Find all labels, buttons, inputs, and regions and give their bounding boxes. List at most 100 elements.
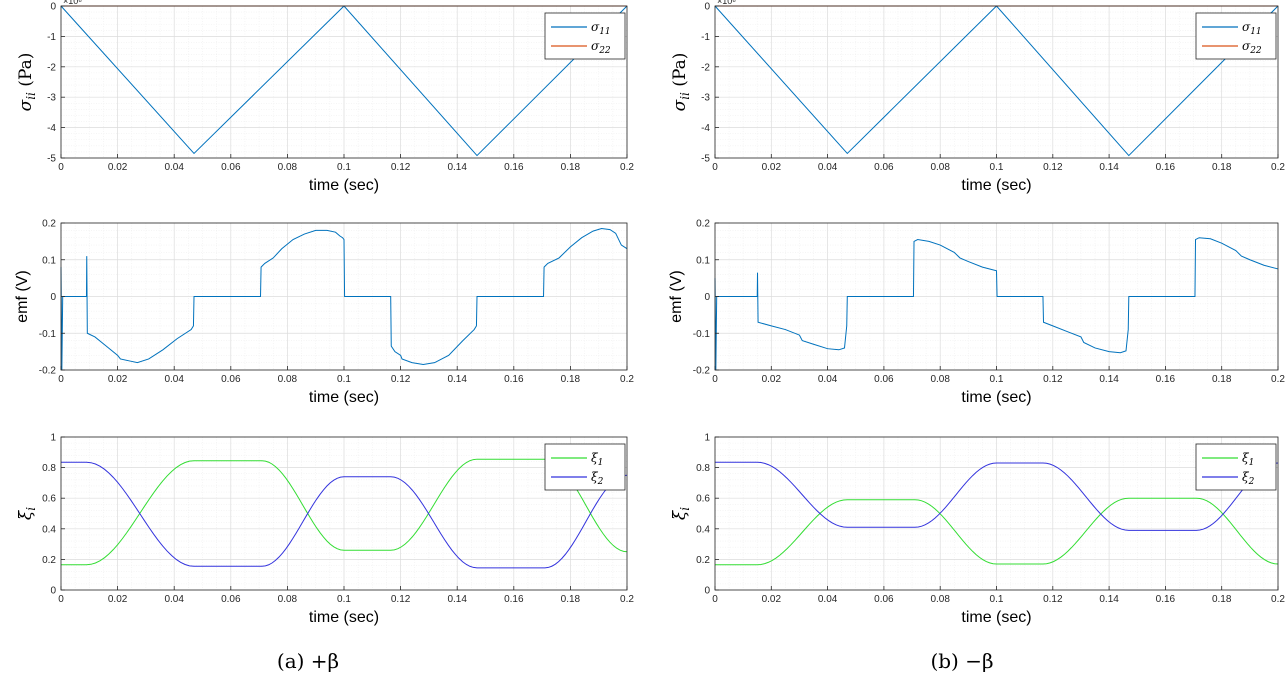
x-tick-label: 0.06 [874,594,894,605]
x-axis-label: time (sec) [961,389,1031,406]
y-tick-label: -4 [47,123,56,134]
x-tick-label: 0.08 [930,594,950,605]
legend-box [1195,443,1277,491]
x-axis-label: time (sec) [961,609,1031,626]
x-tick-label: 0.14 [1099,162,1119,173]
legend-box [1195,12,1277,60]
y-tick-label: 0.2 [696,219,710,230]
x-tick-label: 0.02 [108,594,128,605]
y-tick-label: 0.8 [42,463,56,474]
x-tick-label: 0.04 [818,162,838,173]
x-tick-label: 0.04 [818,374,838,385]
x-tick-label: 0.12 [1043,374,1063,385]
x-tick-label: 0.14 [447,374,467,385]
y-tick-label: -1 [47,32,56,43]
y-tick-label: -0.1 [39,329,57,340]
legend-label: ξ1 [1242,451,1254,468]
x-tick-label: 0.16 [1156,162,1176,173]
x-tick-label: 0 [712,594,718,605]
x-axis-label: time (sec) [309,609,379,626]
y-tick-label: -4 [701,123,710,134]
x-tick-label: 0.04 [164,374,184,385]
caption-b: (b) −β [930,649,993,673]
legend-label: σ22 [591,39,611,56]
series-line-ξ1 [715,497,1279,566]
x-tick-label: 0.06 [221,594,241,605]
x-tick-label: 0 [58,594,64,605]
y-tick-label: 0 [704,2,710,13]
y-tick-label: 0.4 [42,524,56,535]
x-tick-label: 0.12 [391,594,411,605]
x-tick-label: 0.08 [278,162,298,173]
y-axis-label: ξi [16,507,38,520]
y-exponent-label: ×10⁶ [717,0,736,6]
y-axis-label: emf (V) [14,270,31,322]
y-tick-label: -3 [701,93,710,104]
x-tick-label: 0.18 [561,162,581,173]
x-tick-label: 0.08 [278,594,298,605]
plot-area: 0 0.02 0.04 0.06 0.08 0.1 0.12 0.14 0.16 0.18 0.2 -… [14,0,1285,626]
series-line-ξ2 [61,461,628,569]
x-tick-label: 0.12 [391,162,411,173]
y-tick-label: 0 [704,292,710,303]
y-axis-label: emf (V) [668,270,685,322]
x-tick-label: 0.18 [1212,162,1232,173]
x-tick-label: 0.2 [1271,594,1285,605]
chart-b-emf: 0 0.02 0.04 0.06 0.08 0.1 0.12 0.14 0.16 0.18 0.2 -… [668,219,1285,407]
y-tick-label: 0 [50,292,56,303]
x-tick-label: 0.18 [561,594,581,605]
x-tick-label: 0.16 [504,374,524,385]
y-tick-label: 0.1 [696,255,710,266]
chart-a-emf: 0 0.02 0.04 0.06 0.08 0.1 0.12 0.14 0.16 0.18 0.2 -… [14,219,634,407]
x-tick-label: 0.2 [1271,374,1285,385]
legend-label: ξ1 [591,451,603,468]
series-line-emf [60,228,628,371]
x-axis-label: time (sec) [961,177,1031,194]
x-tick-label: 0.06 [221,162,241,173]
series-line-ξ2 [715,461,1279,531]
x-tick-label: 0.06 [874,374,894,385]
chart-a-stress: 0 0.02 0.04 0.06 0.08 0.1 0.12 0.14 0.16 0.18 0.2 -… [16,0,634,194]
y-axis-label: σii (Pa) [670,53,692,112]
y-tick-label: -3 [47,93,56,104]
x-tick-label: 0.16 [1156,594,1176,605]
x-tick-label: 0.08 [930,374,950,385]
y-tick-label: 0.8 [696,463,710,474]
caption-a: (a) +β [277,649,339,673]
y-tick-label: 0.2 [42,219,56,230]
x-tick-label: 0.1 [337,594,351,605]
x-tick-label: 0.1 [337,162,351,173]
y-tick-label: 0 [50,586,56,597]
x-tick-label: 0.12 [391,374,411,385]
x-tick-label: 0.04 [818,594,838,605]
legend-label: σ11 [1242,20,1262,37]
x-tick-label: 0 [712,162,718,173]
x-tick-label: 0.1 [337,374,351,385]
x-tick-label: 0.14 [1099,594,1119,605]
legend-label: σ11 [591,20,611,37]
x-tick-label: 0.12 [1043,594,1063,605]
y-tick-label: -5 [47,154,56,165]
x-tick-label: 0.04 [164,162,184,173]
y-tick-label: 0.6 [696,494,710,505]
chart-a-xi: 0 0.02 0.04 0.06 0.08 0.1 0.12 0.14 0.16 0.18 0.2 0… [16,433,634,627]
x-tick-label: 0.14 [447,162,467,173]
x-tick-label: 0.02 [108,162,128,173]
y-tick-label: -0.2 [693,366,711,377]
x-tick-label: 0.02 [762,594,782,605]
chart-b-stress: 0 0.02 0.04 0.06 0.08 0.1 0.12 0.14 0.16 0.18 0.2 -… [670,0,1285,194]
x-axis-label: time (sec) [309,389,379,406]
y-tick-label: 0.1 [42,255,56,266]
x-tick-label: 0.16 [504,594,524,605]
x-tick-label: 0.12 [1043,162,1063,173]
series-line-ξ1 [61,458,628,566]
x-tick-label: 0.18 [1212,594,1232,605]
y-tick-label: 0.2 [696,555,710,566]
x-tick-label: 0.02 [108,374,128,385]
legend-box [544,443,626,491]
legend-label: ξ2 [1242,470,1255,487]
x-tick-label: 0.16 [504,162,524,173]
